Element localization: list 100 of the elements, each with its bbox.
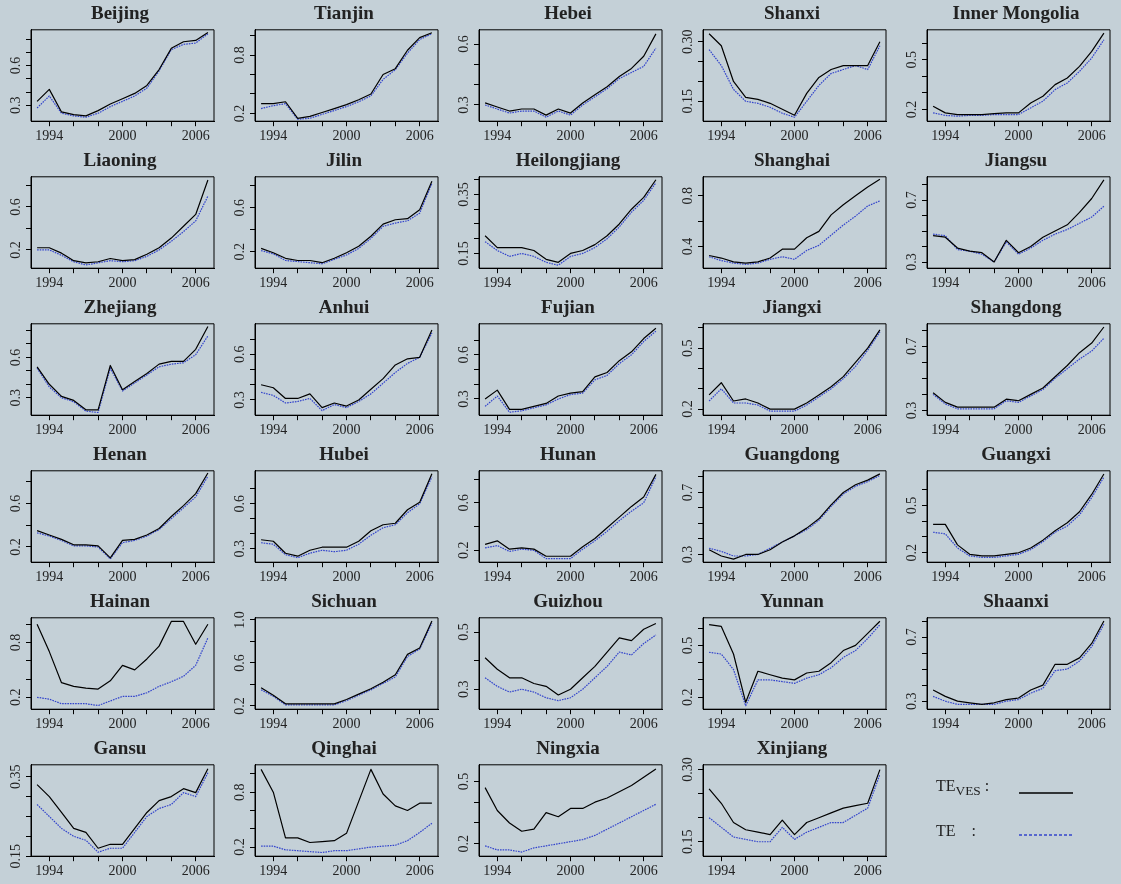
x-tick-label: 2000 — [780, 716, 809, 732]
y-tick-label: 0.5 — [679, 636, 695, 655]
x-tick-label: 1994 — [707, 128, 736, 144]
y-tick-label: 0.15 — [679, 829, 695, 855]
chart-title: Sichuan — [311, 590, 378, 612]
y-tick-label: 0.5 — [455, 623, 471, 641]
y-tick-label: 0.2 — [231, 838, 247, 856]
x-tick-label: 1994 — [259, 716, 288, 732]
x-tick-label: 1994 — [707, 422, 736, 438]
chart-title: Zhejiang — [83, 296, 157, 318]
legend-label: TE$_{VES}$ : — [936, 777, 991, 800]
x-tick-label: 1994 — [259, 128, 288, 144]
x-tick-label: 1994 — [259, 275, 288, 291]
y-tick-label: 0.2 — [903, 543, 919, 562]
x-tick-label: 2000 — [1004, 716, 1033, 732]
x-tick-label: 2000 — [556, 422, 585, 438]
x-tick-label: 1994 — [931, 569, 960, 585]
y-tick-label: 0.3 — [903, 253, 919, 271]
line-series — [932, 337, 1105, 410]
y-tick-label: 0.8 — [7, 633, 23, 652]
y-tick-label: 0.2 — [455, 834, 471, 853]
chart-title: Gansu — [93, 737, 147, 759]
y-tick-label: 0.3 — [455, 96, 471, 114]
y-tick-label: 0.6 — [7, 56, 23, 75]
chart-title: Guangdong — [744, 443, 841, 465]
x-tick-label: 2006 — [853, 422, 882, 438]
x-tick-label: 2006 — [1077, 128, 1106, 144]
x-tick-label: 1994 — [483, 422, 512, 438]
chart-title: Fujian — [541, 296, 596, 318]
chart-title: Heilongjiang — [515, 149, 621, 171]
x-tick-label: 1994 — [483, 275, 512, 291]
y-tick-label: 0.2 — [679, 688, 695, 706]
x-tick-label: 1994 — [259, 422, 288, 438]
x-tick-label: 2006 — [853, 863, 882, 879]
line-series — [484, 803, 657, 853]
x-tick-label: 1994 — [35, 128, 64, 144]
y-tick-label: 1.0 — [231, 611, 247, 629]
y-tick-label: 0.3 — [455, 680, 471, 698]
x-tick-label: 2000 — [556, 716, 585, 732]
y-tick-label: 0.3 — [903, 401, 919, 420]
x-tick-label: 2000 — [108, 275, 137, 291]
x-tick-label: 2006 — [853, 569, 882, 585]
x-tick-label: 2006 — [181, 716, 210, 732]
x-tick-label: 1994 — [35, 275, 64, 291]
chart-title: Hunan — [540, 443, 597, 465]
x-tick-label: 2000 — [1004, 569, 1033, 585]
x-tick-label: 1994 — [259, 569, 288, 585]
x-tick-label: 1994 — [35, 569, 64, 585]
y-tick-label: 0.3 — [903, 692, 919, 710]
x-tick-label: 1994 — [707, 863, 736, 879]
x-tick-label: 1994 — [931, 275, 960, 291]
x-tick-label: 2000 — [108, 128, 137, 144]
y-tick-label: 0.3 — [7, 96, 23, 115]
chart-title: Hubei — [319, 443, 369, 465]
y-tick-label: 0.30 — [679, 29, 695, 54]
x-tick-label: 2006 — [629, 422, 658, 438]
x-tick-label: 2006 — [405, 569, 434, 585]
y-tick-label: 0.2 — [7, 241, 23, 259]
x-tick-label: 2000 — [108, 422, 137, 438]
y-tick-label: 0.6 — [455, 346, 471, 364]
x-tick-label: 2000 — [780, 128, 809, 144]
x-tick-label: 2000 — [780, 863, 809, 879]
y-tick-label: 0.6 — [231, 345, 247, 364]
x-tick-label: 2006 — [629, 569, 658, 585]
x-tick-label: 1994 — [931, 128, 960, 144]
x-tick-label: 2006 — [853, 275, 882, 291]
x-tick-label: 2006 — [629, 716, 658, 732]
y-tick-label: 0.8 — [679, 187, 695, 205]
y-tick-label: 0.4 — [679, 237, 695, 256]
x-tick-label: 2006 — [1077, 716, 1106, 732]
x-tick-label: 2000 — [1004, 128, 1033, 144]
x-tick-label: 1994 — [707, 275, 736, 291]
line-series — [484, 47, 657, 118]
y-tick-label: 0.35 — [7, 764, 23, 789]
chart-title: Shanxi — [764, 2, 820, 24]
y-tick-label: 0.6 — [7, 198, 23, 216]
chart-title: Shaanxi — [983, 590, 1049, 612]
y-tick-label: 0.15 — [7, 843, 23, 869]
y-tick-label: 0.6 — [231, 654, 247, 672]
chart-title: Hebei — [544, 2, 592, 24]
x-tick-label: 2000 — [108, 569, 137, 585]
line-series — [484, 634, 657, 702]
x-tick-label: 2006 — [629, 863, 658, 879]
y-tick-label: 0.2 — [7, 538, 23, 556]
y-tick-label: 0.3 — [231, 539, 247, 558]
x-tick-label: 2000 — [1004, 422, 1033, 438]
x-tick-label: 2000 — [556, 128, 585, 144]
x-tick-label: 2006 — [1077, 275, 1106, 291]
x-tick-label: 2006 — [1077, 422, 1106, 438]
chart-title: Henan — [93, 443, 148, 465]
line-series — [260, 822, 433, 854]
x-tick-label: 2000 — [108, 863, 137, 879]
chart-title: Shanghai — [753, 149, 831, 171]
x-tick-label: 1994 — [483, 128, 512, 144]
y-tick-label: 0.6 — [455, 35, 471, 53]
chart-title: Guangxi — [981, 443, 1051, 465]
x-tick-label: 2000 — [332, 569, 361, 585]
y-tick-label: 0.8 — [231, 783, 247, 801]
y-tick-label: 0.7 — [903, 628, 919, 646]
chart-title: Anhui — [318, 296, 370, 318]
